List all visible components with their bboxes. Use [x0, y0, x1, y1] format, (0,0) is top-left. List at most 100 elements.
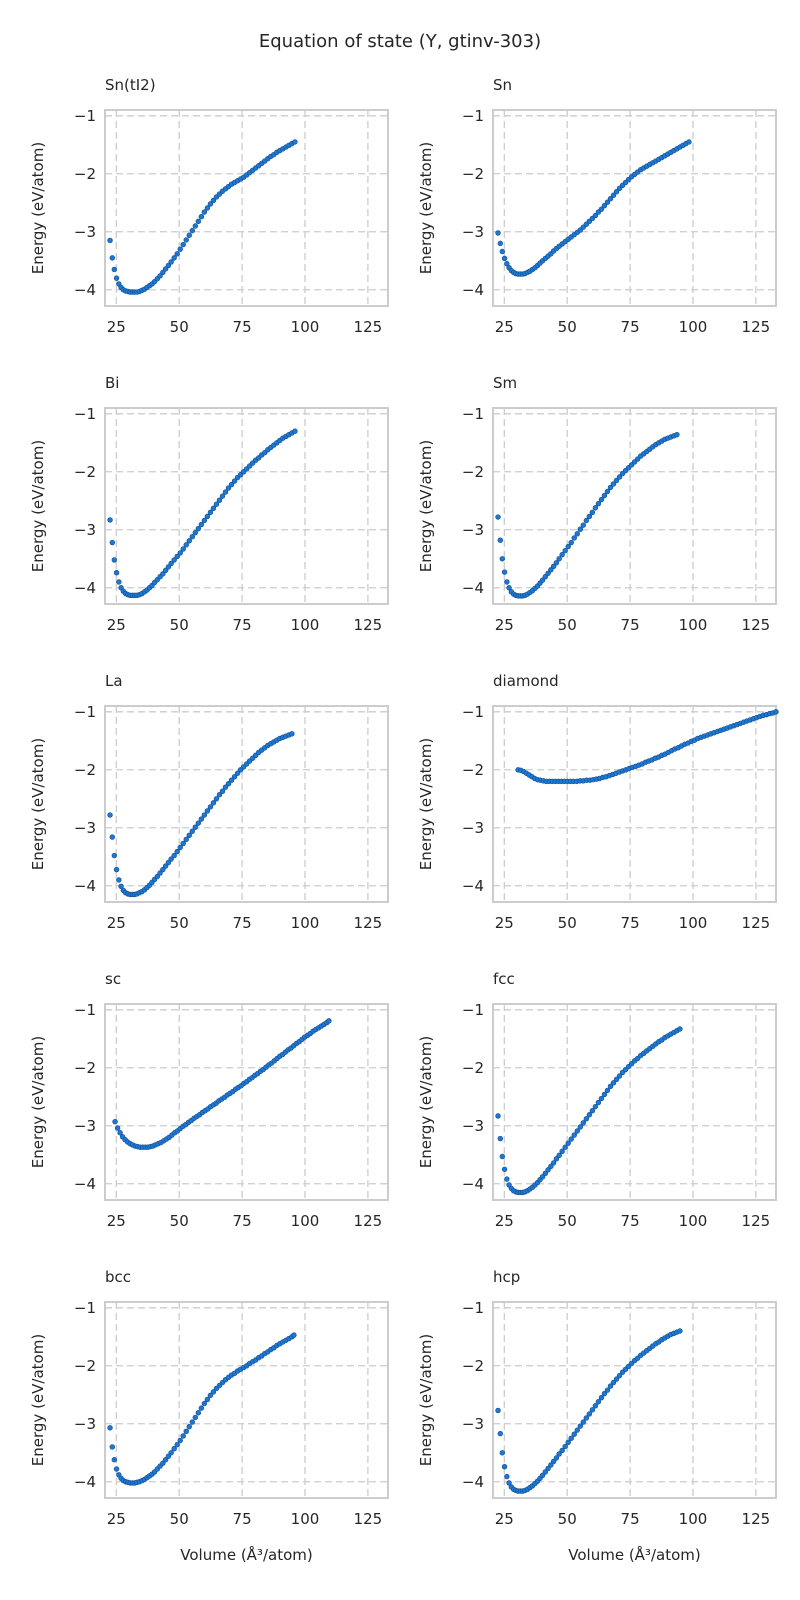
data-point	[177, 844, 183, 851]
subplot-sc: 25 50 75 100 125 −1 −2 −3 −4 sc Energy (eV/atom)	[29, 970, 389, 1230]
x-tick-label: 125	[354, 914, 383, 932]
data-point	[171, 557, 177, 563]
data-point	[109, 255, 116, 261]
data-point	[504, 260, 510, 267]
x-tick-label: 50	[170, 1510, 189, 1528]
data-point	[497, 1135, 503, 1142]
data-point	[107, 237, 113, 244]
data-point	[189, 1419, 195, 1425]
data-point	[568, 1435, 574, 1441]
data-point	[210, 505, 217, 512]
y-tick-label: −2	[74, 165, 96, 183]
data-point	[198, 1405, 205, 1411]
y-axis-label: Energy (eV/atom)	[417, 1036, 435, 1168]
y-tick-label: −4	[74, 579, 96, 597]
data-points	[107, 1332, 297, 1486]
data-point	[499, 248, 506, 255]
data-point	[773, 709, 779, 715]
data-point	[195, 525, 202, 532]
subplot-title: hcp	[493, 1268, 520, 1286]
data-point	[186, 538, 192, 544]
data-point	[539, 577, 546, 583]
data-point	[495, 1113, 501, 1119]
data-point	[607, 1383, 614, 1389]
data-point	[574, 1427, 580, 1433]
data-point	[592, 212, 599, 219]
x-tick-label: 75	[233, 1212, 252, 1230]
x-tick-label: 125	[742, 1510, 771, 1528]
data-point	[225, 485, 232, 491]
data-point	[504, 1176, 510, 1182]
subplot-title: Sn	[493, 76, 512, 94]
data-point	[553, 1156, 560, 1162]
data-point	[180, 1433, 186, 1439]
data-point	[160, 866, 166, 873]
data-point	[107, 812, 113, 818]
data-point	[186, 832, 192, 839]
y-tick-label: −1	[74, 107, 96, 125]
x-tick-label: 125	[742, 318, 771, 336]
y-tick-label: −2	[462, 165, 484, 183]
data-point	[583, 1415, 590, 1421]
data-point	[168, 560, 174, 567]
data-point	[111, 852, 118, 859]
data-points	[112, 1018, 332, 1150]
data-point	[545, 570, 551, 576]
data-point	[219, 788, 226, 794]
data-point	[174, 1441, 180, 1448]
x-tick-label: 100	[291, 616, 320, 634]
data-point	[556, 556, 562, 562]
data-point	[550, 1160, 557, 1166]
data-point	[157, 273, 163, 279]
x-tick-label: 125	[354, 616, 383, 634]
x-tick-label: 100	[679, 616, 708, 634]
plot-frame	[104, 109, 389, 307]
data-points	[107, 139, 298, 295]
data-point	[589, 1407, 596, 1413]
x-axis-label: Volume (Å³/atom)	[568, 1545, 700, 1564]
y-axis-label: Energy (eV/atom)	[29, 142, 47, 274]
data-point	[604, 199, 611, 205]
data-point	[613, 1376, 620, 1382]
data-point	[501, 569, 508, 575]
data-point	[674, 431, 680, 438]
subplot-bcc: 25 50 75 100 125 −1 −2 −3 −4 bcc Energy (eV/atom) V…	[29, 1268, 389, 1564]
x-tick-label: 75	[621, 1510, 640, 1528]
data-point	[204, 205, 211, 211]
y-axis-label: Energy (eV/atom)	[417, 738, 435, 870]
y-axis-label: Energy (eV/atom)	[29, 1036, 47, 1168]
y-tick-label: −2	[462, 1059, 484, 1077]
data-point	[565, 543, 571, 550]
x-tick-label: 50	[170, 914, 189, 932]
data-point	[201, 812, 208, 818]
subplot-grid: 25 50 75 100 125 −1 −2 −3 −4 Sn(tI2) Energy (eV/at…	[29, 76, 779, 1564]
data-point	[601, 1390, 608, 1397]
y-tick-label: −2	[74, 463, 96, 481]
data-point	[548, 1462, 554, 1468]
x-tick-label: 75	[233, 616, 252, 634]
y-tick-label: −3	[462, 1117, 484, 1135]
data-point	[111, 266, 118, 273]
data-point	[495, 1407, 501, 1414]
x-tick-label: 125	[354, 318, 383, 336]
x-tick-label: 50	[170, 1212, 189, 1230]
data-point	[112, 1119, 118, 1125]
data-point	[506, 585, 512, 591]
data-point	[201, 517, 208, 524]
data-point	[548, 567, 554, 573]
data-point	[183, 542, 189, 548]
x-tick-label: 50	[558, 318, 577, 336]
data-points	[107, 428, 298, 598]
data-point	[550, 563, 557, 570]
y-tick-label: −2	[462, 463, 484, 481]
data-points	[495, 139, 692, 277]
data-point	[192, 223, 199, 229]
data-point	[562, 1443, 568, 1450]
data-point	[607, 196, 614, 202]
plot-frame	[492, 1003, 777, 1201]
data-point	[292, 139, 298, 145]
plot-frame	[492, 705, 777, 903]
data-point	[677, 1328, 683, 1334]
data-point	[574, 531, 580, 537]
x-tick-label: 75	[233, 914, 252, 932]
